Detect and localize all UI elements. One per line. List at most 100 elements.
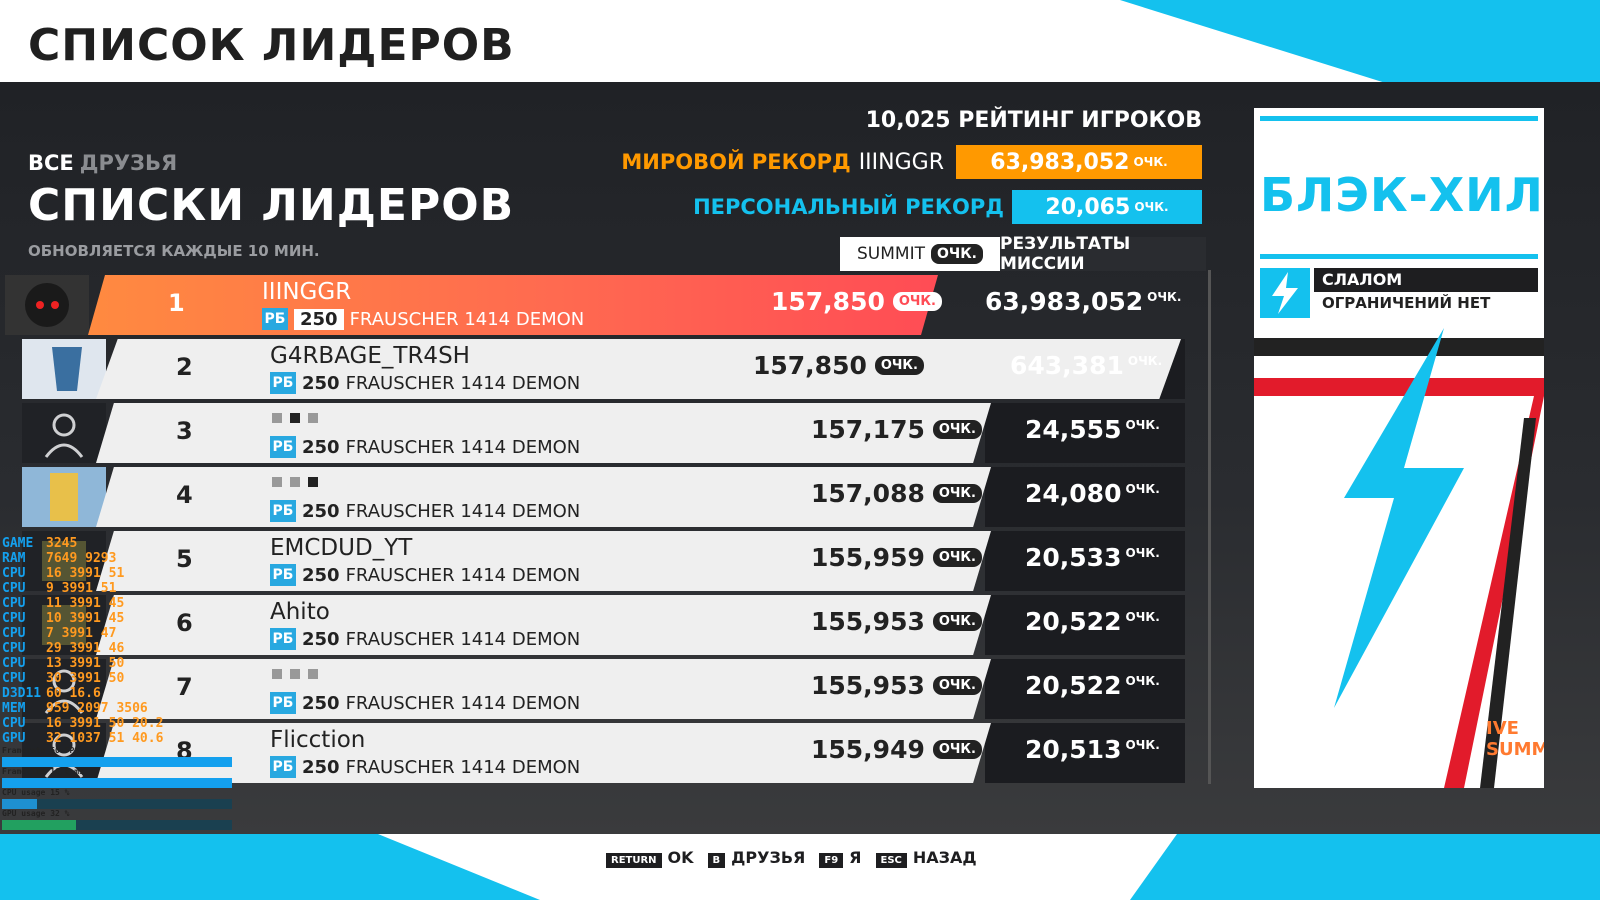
- footer-control[interactable]: ESC НАЗАД: [875, 848, 977, 868]
- car-info: PБ 250 FRAUSCHER 1414 DEMON: [270, 756, 580, 778]
- total-bg: [985, 659, 1185, 719]
- card-top-line: [1260, 116, 1538, 121]
- car-info: PБ 250 FRAUSCHER 1414 DEMON: [270, 564, 580, 586]
- total-unit: ОЧК.: [1125, 481, 1160, 496]
- leaderboard-row[interactable]: 5 EMCDUD_YT PБ 250 FRAUSCHER 1414 DEMON …: [0, 531, 1240, 591]
- overlay-graph: GPU usage 32 %: [2, 809, 272, 830]
- world-record: МИРОВОЙ РЕКОРД IIINGGR 63,983,052 ОЧК.: [621, 145, 1202, 179]
- hidden-name: [272, 413, 318, 423]
- overlay-value: 32 1037 51 40.6: [46, 731, 164, 746]
- leaderboard-row[interactable]: 3 PБ 250 FRAUSCHER 1414 DEMON 157,175 ОЧ…: [0, 403, 1240, 463]
- score-value: 157,850: [753, 351, 867, 380]
- tab-summit[interactable]: SUMMIT ОЧК.: [840, 237, 1000, 271]
- total-unit: ОЧК.: [1125, 673, 1160, 688]
- player-name: Flicction: [270, 727, 366, 753]
- leaderboard-row[interactable]: 4 PБ 250 FRAUSCHER 1414 DEMON 157,088 ОЧ…: [0, 467, 1240, 527]
- corner-accent: [1120, 0, 1600, 90]
- leaderboard-row[interactable]: 6 Ahito PБ 250 FRAUSCHER 1414 DEMON 155,…: [0, 595, 1240, 655]
- total-unit: ОЧК.: [1125, 609, 1160, 624]
- score-unit: ОЧК.: [932, 740, 982, 759]
- car-name: FRAUSCHER 1414 DEMON: [345, 692, 581, 714]
- car-info: PБ 250 FRAUSCHER 1414 DEMON: [270, 500, 580, 522]
- event-logo: IVE SUMMIT: [1486, 718, 1544, 760]
- leaderboard-row[interactable]: 1 IIINGGR PБ 250 FRAUSCHER 1414 DEMON 15…: [0, 275, 1240, 335]
- player-name: IIINGGR: [262, 279, 352, 305]
- row-total: 20,522 ОЧК.: [1025, 671, 1160, 700]
- footer-controls: RETURN OK B ДРУЗЬЯ F9 Я ESC НАЗАД: [606, 848, 977, 868]
- score-value: 155,959: [811, 543, 925, 572]
- pi-class-badge: PБ: [270, 500, 296, 522]
- footer-accent-right: [1130, 834, 1600, 900]
- player-name: EMCDUD_YT: [270, 535, 413, 561]
- overlay-value: 30 3991 50: [46, 671, 125, 686]
- row-plate: [88, 275, 938, 335]
- pi-class-badge: PБ: [270, 628, 296, 650]
- leaderboard-row[interactable]: 7 PБ 250 FRAUSCHER 1414 DEMON 155,953 ОЧ…: [0, 659, 1240, 719]
- pi-rating: 250: [302, 500, 340, 522]
- car-name: FRAUSCHER 1414 DEMON: [345, 500, 581, 522]
- tab-mission-results[interactable]: РЕЗУЛЬТАТЫ МИССИИ: [1000, 234, 1206, 274]
- hidden-name: [272, 477, 318, 487]
- graph-fill: [2, 820, 76, 830]
- event-type: СЛАЛОМ: [1314, 268, 1538, 292]
- row-score: 157,850 ОЧК.: [753, 351, 924, 380]
- graph-fill: [2, 778, 232, 788]
- filter-friends[interactable]: ДРУЗЬЯ: [79, 151, 178, 175]
- key-hint: RETURN: [606, 853, 662, 868]
- player-avatar: [5, 275, 89, 335]
- player-avatar: [22, 723, 106, 783]
- row-rank: 5: [176, 545, 193, 573]
- graph-value: 16.6 ms: [50, 767, 84, 776]
- row-score: 155,953 ОЧК.: [811, 607, 982, 636]
- graph-value: 15 %: [50, 788, 70, 797]
- row-rank: 3: [176, 417, 193, 445]
- score-value: 157,175: [811, 415, 925, 444]
- row-total: 20,533 ОЧК.: [1025, 543, 1160, 572]
- world-record-value-box: 63,983,052 ОЧК.: [956, 145, 1202, 179]
- overlay-value: 60 16.6: [46, 686, 101, 701]
- score-unit: ОЧК.: [932, 420, 982, 439]
- overlay-key: CPU: [2, 671, 26, 686]
- scrollbar[interactable]: [1208, 270, 1211, 784]
- overlay-key: CPU: [2, 641, 26, 656]
- score-value: 155,953: [811, 671, 925, 700]
- graph-label: CPU usage: [2, 788, 46, 797]
- key-hint: B: [707, 853, 726, 868]
- card-mid-line: [1260, 254, 1538, 259]
- graph-bar: [2, 820, 232, 830]
- filter-toggle[interactable]: ВСЕ ДРУЗЬЯ: [28, 151, 177, 175]
- performance-overlay: GAME 3245 RAM 7649 9293 CPU 16 3991 51 CPU 9 39…: [2, 536, 272, 876]
- row-total: 20,513 ОЧК.: [1025, 735, 1160, 764]
- total-unit: ОЧК.: [1147, 289, 1182, 304]
- page-title: СПИСОК ЛИДЕРОВ: [28, 20, 515, 71]
- overlay-value: 16 3991 50 20.2: [46, 716, 164, 731]
- pi-rating: 250: [302, 628, 340, 650]
- pi-class-badge: PБ: [270, 564, 296, 586]
- graph-fill: [2, 757, 232, 767]
- leaderboard-row[interactable]: 2 G4RBAGE_TR4SH PБ 250 FRAUSCHER 1414 DE…: [0, 339, 1240, 399]
- overlay-row: CPU 9 3991 51: [2, 581, 272, 596]
- overlay-graph: CPU usage 15 %: [2, 788, 272, 809]
- footer-control[interactable]: RETURN OK: [606, 848, 694, 868]
- footer-control[interactable]: B ДРУЗЬЯ: [707, 848, 806, 868]
- control-label: ДРУЗЬЯ: [731, 848, 806, 867]
- pi-rating: 250: [302, 436, 340, 458]
- row-score: 157,088 ОЧК.: [811, 479, 982, 508]
- footer-control[interactable]: F9 Я: [819, 848, 862, 868]
- overlay-value: 29 3991 46: [46, 641, 125, 656]
- car-name: FRAUSCHER 1414 DEMON: [345, 436, 581, 458]
- pi-rating: 250: [302, 692, 340, 714]
- leaderboard-title: СПИСКИ ЛИДЕРОВ: [28, 180, 515, 231]
- event-graphic: [1254, 328, 1544, 788]
- score-unit: ОЧК.: [892, 292, 942, 311]
- leaderboard-row[interactable]: 8 Flicction PБ 250 FRAUSCHER 1414 DEMON …: [0, 723, 1240, 783]
- total-value: 63,983,052: [985, 287, 1144, 316]
- world-record-holder: IIINGGR: [858, 149, 944, 175]
- overlay-row: CPU 16 3991 50 20.2: [2, 716, 272, 731]
- filter-all[interactable]: ВСЕ: [28, 151, 74, 175]
- world-record-label: МИРОВОЙ РЕКОРД: [621, 150, 851, 174]
- overlay-key: CPU: [2, 716, 26, 731]
- score-value: 157,850: [771, 287, 885, 316]
